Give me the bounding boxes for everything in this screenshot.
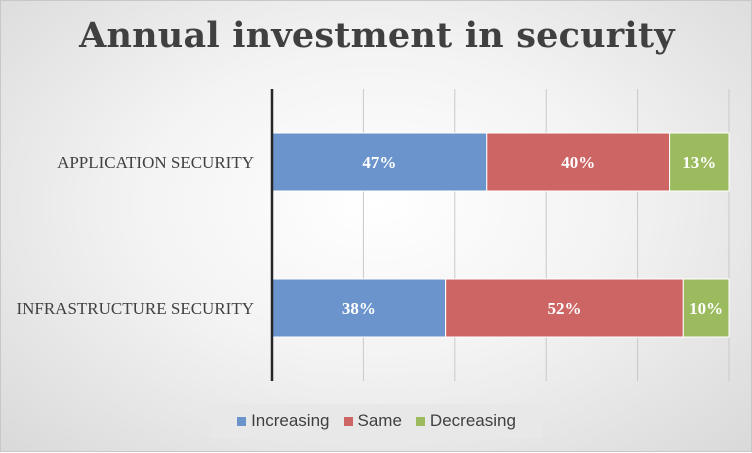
data-label: 52%: [547, 299, 581, 318]
legend-label-increasing: Increasing: [251, 411, 330, 430]
category-label: APPLICATION SECURITY: [57, 153, 254, 172]
legend-label-same: Same: [357, 411, 402, 430]
legend-swatch-decreasing: [415, 416, 425, 426]
legend-item-same: Same: [343, 411, 402, 431]
bar-segment-same: [486, 132, 671, 192]
data-label: 40%: [561, 153, 595, 172]
legend-item-decreasing: Decreasing: [415, 411, 516, 431]
data-label: 47%: [362, 153, 396, 172]
data-label: 38%: [342, 299, 376, 318]
category-label: INFRASTRUCTURE SECURITY: [16, 299, 254, 318]
bar-segment-decreasing: [682, 278, 730, 338]
legend-label-decreasing: Decreasing: [429, 411, 516, 430]
chart-title: Annual investment in security: [79, 15, 675, 56]
data-label: 13%: [682, 153, 716, 172]
legend-swatch-increasing: [237, 416, 247, 426]
bar-segment-decreasing: [669, 132, 730, 192]
legend: Increasing Same Decreasing: [211, 404, 542, 438]
data-label: 10%: [689, 299, 723, 318]
legend-swatch-same: [343, 416, 353, 426]
bar-labels: 47% 40% 13% 38% 52% 10%: [342, 153, 723, 318]
bars: [271, 132, 730, 338]
category-labels: APPLICATION SECURITY INFRASTRUCTURE SECUR…: [16, 153, 254, 318]
legend-item-increasing: Increasing: [237, 411, 330, 431]
